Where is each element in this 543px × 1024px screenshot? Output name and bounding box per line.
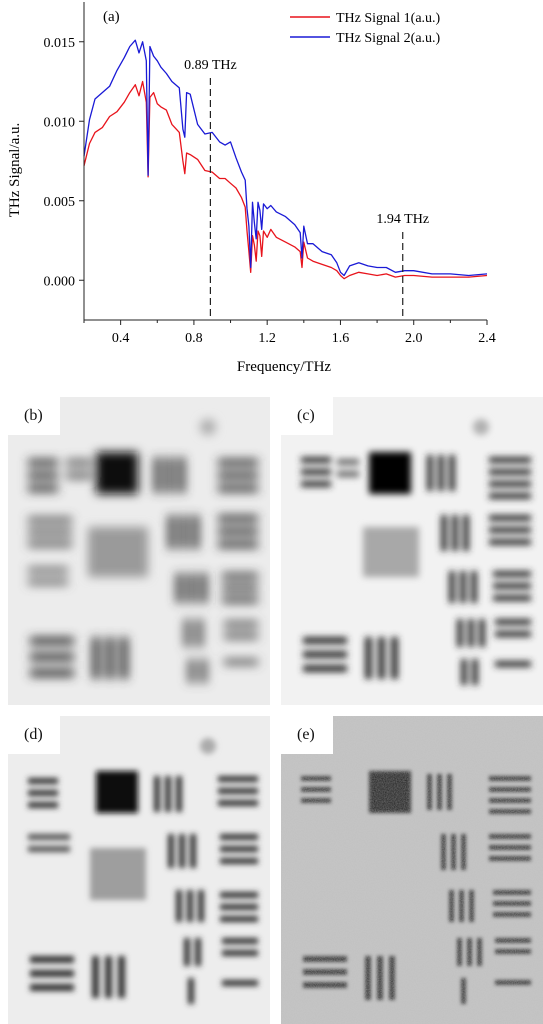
x-tick-label: 0.4 <box>112 331 130 346</box>
panel-label-b: (b) <box>8 397 60 435</box>
y-tick-label: 0.010 <box>44 115 76 130</box>
x-tick-label: 2.4 <box>478 331 496 346</box>
plot-area: 0.89 THz 1.94 THz <box>83 39 488 320</box>
y-tick-label: 0.000 <box>44 274 76 289</box>
panel-label-d: (d) <box>8 716 60 754</box>
image-panel-d: (d) <box>8 716 270 1024</box>
panel-label-c: (c) <box>281 397 333 435</box>
thz-image-b <box>8 397 270 705</box>
x-tick-label: 2.0 <box>405 331 423 346</box>
panel-label-a: (a) <box>103 9 120 25</box>
image-panel-e: (e) <box>281 716 543 1024</box>
annotation-label-2: 1.94 THz <box>376 212 429 227</box>
x-axis-label: Frequency/THz <box>237 359 331 375</box>
x-tick-label: 1.2 <box>258 331 276 346</box>
image-panel-c: (c) <box>281 397 543 705</box>
axes: 0.4 0.8 1.2 1.6 2.0 2.4 0.000 0.005 0.010 0.015 <box>44 2 496 346</box>
thz-image-c <box>281 397 543 705</box>
legend-label-1: THz Signal 1(a.u.) <box>336 11 441 26</box>
frequency-chart: 0.89 THz 1.94 THz 0.4 0.8 1.2 1.6 2.0 2.4 0.000… <box>7 2 496 375</box>
y-tick-label: 0.005 <box>44 195 76 210</box>
thz-image-e <box>281 716 543 1024</box>
image-panel-b: (b) <box>8 397 270 705</box>
series-line-2 <box>83 39 488 277</box>
thz-image-d <box>8 716 270 1024</box>
legend-label-2: THz Signal 2(a.u.) <box>336 31 441 46</box>
annotation-label-1: 0.89 THz <box>184 58 237 73</box>
y-tick-label: 0.015 <box>44 36 76 51</box>
x-tick-label: 0.8 <box>185 331 203 346</box>
x-tick-label: 1.6 <box>332 331 350 346</box>
panel-label-e: (e) <box>281 716 333 754</box>
y-axis-label: THz Signal/a.u. <box>7 123 23 218</box>
legend: THz Signal 1(a.u.) THz Signal 2(a.u.) <box>290 11 441 46</box>
series-line-1 <box>83 80 488 280</box>
